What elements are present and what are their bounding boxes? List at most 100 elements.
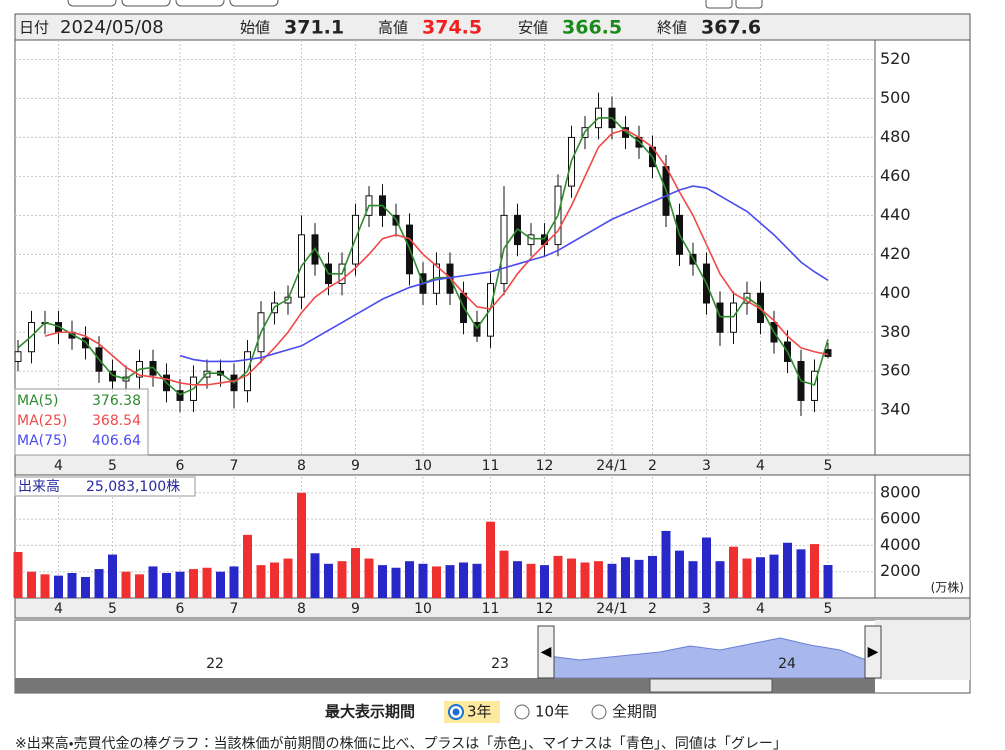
open-value: 371.1: [284, 17, 344, 39]
toolbar-button[interactable]: [67, 0, 117, 7]
x-tick-label: 4: [756, 458, 765, 474]
y-tick-label: 500: [880, 88, 911, 107]
legend-value: 368.54: [92, 413, 141, 429]
volume-bar: [715, 561, 725, 598]
volume-bar: [391, 567, 401, 598]
radio[interactable]: [514, 704, 530, 720]
period-label: 最大表示期間: [325, 703, 415, 721]
volume-bar: [742, 558, 752, 598]
volume-bar: [148, 566, 158, 598]
moving-average-line: [44, 128, 829, 386]
volume-bar: [54, 575, 63, 598]
y-tick-label: 480: [880, 127, 911, 146]
candle-body: [14, 351, 22, 362]
volume-total: 25,083,100株: [86, 479, 180, 495]
toolbar-button[interactable]: [735, 0, 763, 9]
volume-bar: [283, 558, 293, 598]
volume-bar: [756, 557, 765, 598]
x-tick-label: 12: [536, 458, 554, 474]
x-tick-label: 8: [297, 458, 306, 474]
x-tick-label: 4: [54, 458, 63, 474]
volume-bar: [607, 563, 617, 598]
volume-bar: [364, 558, 374, 598]
x-tick-label: 4: [54, 601, 63, 617]
navigator-year: 23: [491, 656, 509, 672]
plot-layer: 4 4 5 5 6 6 7 7 8 8 9 9 10 10 11 11 12 12 24/1 24/1 2 2 3 3 4 4 5 5…: [13, 40, 964, 617]
candle-body: [176, 390, 184, 401]
volume-bar: [13, 551, 23, 598]
volume-bar: [216, 571, 225, 598]
volume-bar: [486, 521, 495, 598]
volume-bar: [783, 542, 792, 598]
x-tick-label: 5: [108, 601, 117, 617]
x-tick-label: 3: [702, 458, 711, 474]
legend-name: MA(75): [17, 433, 67, 449]
range-handle-right[interactable]: [864, 625, 882, 679]
navigator-year: 22: [206, 656, 224, 672]
volume-bar: [823, 565, 833, 598]
volume-bar: [796, 549, 806, 598]
volume-bar: [378, 565, 387, 598]
month-axis-row: [14, 454, 971, 476]
handle-arrow: ▶: [868, 644, 879, 660]
x-tick-label: 2: [648, 601, 657, 617]
toolbar-button[interactable]: [705, 0, 733, 9]
scroll-thumb[interactable]: [649, 678, 773, 693]
toolbar-button[interactable]: [229, 0, 279, 7]
volume-bar: [297, 492, 306, 598]
toolbar-button[interactable]: [175, 0, 225, 7]
volume-bar: [432, 566, 441, 598]
x-tick-label: 12: [536, 601, 554, 617]
volume-bar: [702, 537, 711, 598]
x-tick-label: 9: [351, 601, 360, 617]
y-tick-label: 2000: [880, 561, 921, 580]
volume-bar: [729, 546, 738, 598]
volume-label-box: [14, 476, 196, 497]
volume-bar: [40, 574, 50, 598]
high-label: 高値: [378, 19, 408, 37]
y-tick-label: 520: [880, 49, 911, 68]
volume-bar: [405, 561, 414, 598]
navigator[interactable]: ◀ ▶ 22 23 24: [14, 619, 971, 694]
volume-bar: [270, 562, 279, 598]
radio-label[interactable]: 3年: [467, 703, 492, 721]
volume-bar: [256, 565, 266, 598]
volume-bar: [81, 576, 90, 598]
volume-bar: [810, 544, 819, 598]
moving-average-line: [179, 185, 829, 363]
x-tick-label: 9: [351, 458, 360, 474]
volume-bar: [688, 561, 698, 598]
radio-label[interactable]: 10年: [535, 703, 569, 721]
volume-bar: [769, 554, 779, 598]
volume-bar: [472, 563, 482, 598]
volume-bar: [351, 548, 360, 598]
header-bar: [14, 13, 971, 41]
volume-bar: [499, 550, 509, 598]
volume-bar: [94, 569, 104, 598]
radio[interactable]: [591, 704, 607, 720]
x-tick-label: 24/1: [596, 601, 627, 617]
y-tick-label: 440: [880, 205, 911, 224]
y-tick-label: 360: [880, 361, 911, 380]
range-handle-left[interactable]: [537, 625, 555, 679]
volume-bar: [513, 561, 522, 598]
volume-label: 出来高: [18, 478, 60, 495]
x-tick-label: 7: [230, 601, 239, 617]
axis-unit: (万株): [931, 580, 964, 595]
toolbar: [67, 0, 763, 9]
volume-bar: [162, 573, 171, 598]
volume-bar: [27, 571, 36, 598]
volume-bar: [418, 563, 428, 598]
candle-body: [811, 370, 818, 401]
navigator-area: [547, 637, 867, 679]
volume-bar: [634, 559, 644, 598]
volume-bar: [553, 555, 563, 598]
toolbar-button[interactable]: [121, 0, 171, 7]
volume-bar: [135, 574, 144, 598]
legend-name: MA(5): [17, 393, 59, 409]
y-tick-label: 6000: [880, 509, 921, 528]
y-tick-label: 400: [880, 283, 911, 302]
y-tick-label: 420: [880, 244, 911, 263]
radio-label[interactable]: 全期間: [612, 703, 657, 721]
